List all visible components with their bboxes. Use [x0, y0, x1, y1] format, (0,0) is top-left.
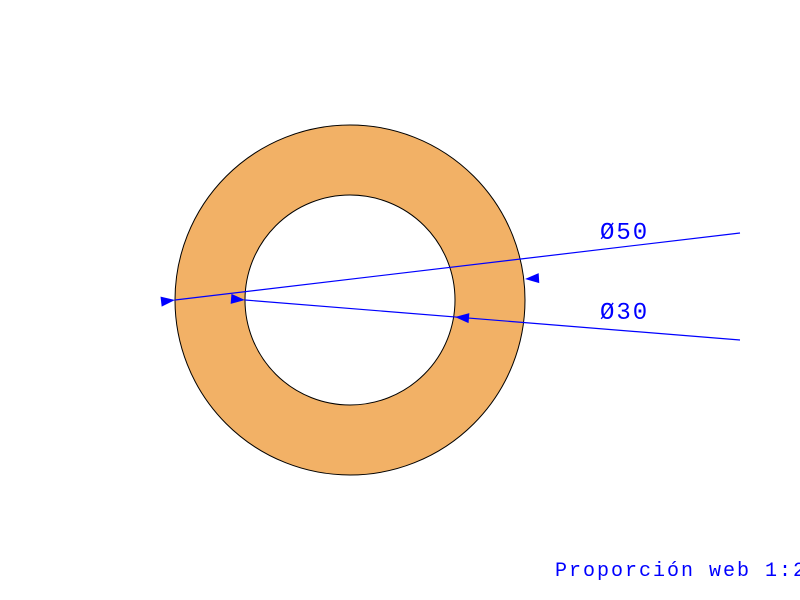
scale-footer: Proporción web 1:2	[555, 560, 800, 583]
outer-diameter-label: Ø50	[600, 220, 649, 247]
svg-layer	[0, 0, 800, 600]
diagram-canvas: Ø50 Ø30 Proporción web 1:2	[0, 0, 800, 600]
dimension-arrowhead	[525, 273, 539, 283]
ring-shape	[175, 125, 525, 475]
inner-diameter-label: Ø30	[600, 300, 649, 327]
dimension-arrowhead	[161, 297, 175, 307]
